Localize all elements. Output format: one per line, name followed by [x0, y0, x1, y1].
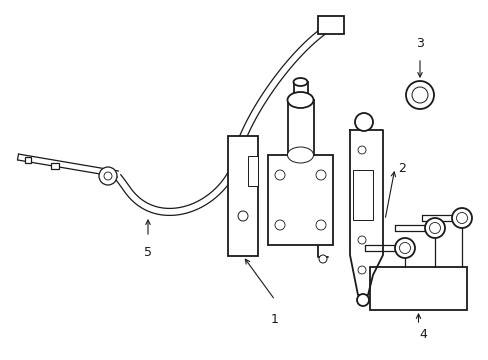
Circle shape: [99, 167, 117, 185]
Bar: [293, 82, 307, 100]
Bar: [25, 157, 31, 163]
Circle shape: [104, 172, 112, 180]
Text: 5: 5: [143, 246, 152, 259]
Ellipse shape: [293, 78, 307, 86]
Circle shape: [411, 87, 427, 103]
Bar: [267, 155, 332, 245]
Bar: [369, 267, 466, 310]
Circle shape: [451, 208, 471, 228]
Circle shape: [405, 81, 433, 109]
Bar: [317, 16, 343, 34]
Circle shape: [274, 170, 285, 180]
Circle shape: [357, 236, 365, 244]
Bar: [287, 100, 313, 155]
Circle shape: [456, 212, 467, 224]
Circle shape: [315, 220, 325, 230]
Circle shape: [318, 255, 326, 263]
Bar: [352, 170, 372, 220]
Ellipse shape: [287, 92, 313, 108]
Bar: [227, 136, 258, 256]
Text: 3: 3: [415, 37, 423, 50]
Text: 2: 2: [397, 162, 405, 175]
Circle shape: [399, 243, 409, 253]
Bar: [51, 163, 59, 169]
Circle shape: [356, 294, 368, 306]
Text: 4: 4: [419, 328, 427, 341]
Text: 1: 1: [270, 313, 278, 326]
Circle shape: [357, 146, 365, 154]
Circle shape: [424, 218, 444, 238]
Circle shape: [428, 222, 440, 234]
Circle shape: [315, 170, 325, 180]
Ellipse shape: [287, 147, 313, 163]
Polygon shape: [349, 130, 382, 295]
Circle shape: [357, 266, 365, 274]
Circle shape: [238, 211, 247, 221]
Circle shape: [354, 113, 372, 131]
Circle shape: [274, 220, 285, 230]
Bar: [247, 156, 258, 186]
Circle shape: [394, 238, 414, 258]
